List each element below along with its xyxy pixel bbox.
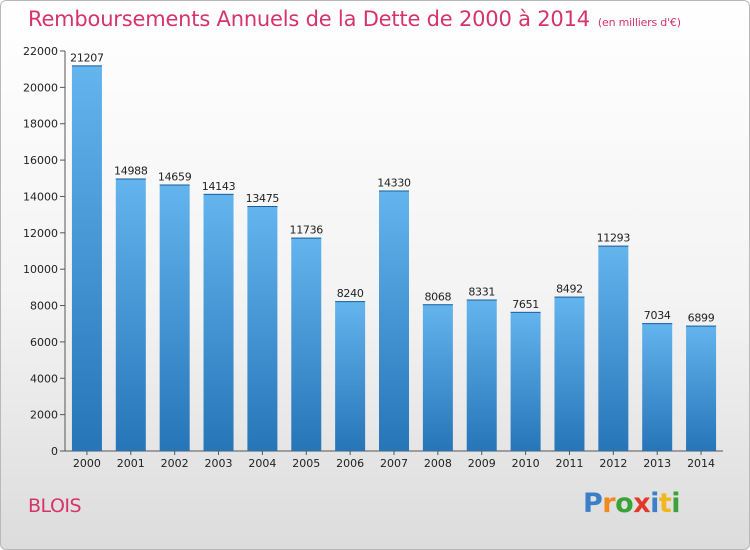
x-tick-label: 2009 (468, 457, 496, 470)
x-tick-label: 2002 (161, 457, 189, 470)
logo-letter: i (671, 488, 681, 519)
value-label: 6899 (688, 312, 715, 325)
value-label: 7034 (644, 309, 671, 322)
x-tick-label: 2011 (555, 457, 583, 470)
x-tick-label: 2008 (424, 457, 452, 470)
y-tick-label: 12000 (23, 227, 58, 240)
y-tick-label: 10000 (23, 263, 58, 276)
bar-2011 (554, 296, 585, 451)
y-tick-label: 8000 (30, 300, 58, 313)
y-tick-label: 0 (51, 445, 58, 458)
y-tick-label: 22000 (23, 45, 58, 58)
bar-2010 (510, 311, 541, 451)
bars (71, 65, 717, 452)
logo-letter: P (583, 488, 603, 519)
y-tick-label: 16000 (23, 154, 58, 167)
y-tick-label: 2000 (30, 409, 58, 422)
logo-letter: x (633, 488, 651, 519)
value-label: 8331 (468, 286, 495, 299)
title-text: Remboursements Annuels de la Dette de 20… (28, 7, 590, 31)
x-tick-label: 2004 (248, 457, 276, 470)
city-name: BLOIS (28, 495, 82, 517)
bar-2008 (422, 304, 453, 451)
bar-2002 (159, 184, 190, 452)
bar-2014 (686, 325, 717, 451)
bar-2003 (203, 193, 234, 451)
value-label: 8240 (337, 287, 364, 300)
x-tick-label: 2013 (643, 457, 671, 470)
bar-2004 (247, 206, 278, 451)
value-label: 8492 (556, 283, 583, 296)
chart-subtitle: (en milliers d'€) (597, 16, 681, 29)
value-label: 21207 (70, 51, 104, 64)
y-tick-label: 4000 (30, 372, 58, 385)
y-tick-label: 14000 (23, 190, 58, 203)
bar-2013 (642, 323, 673, 451)
x-tick-label: 2000 (73, 457, 101, 470)
proxiti-logo: Proxiti (583, 488, 681, 519)
value-label: 14988 (114, 164, 148, 177)
bar-2006 (335, 301, 366, 451)
x-tick-label: 2006 (336, 457, 364, 470)
bar-2012 (598, 245, 629, 451)
x-tick-label: 2007 (380, 457, 408, 470)
value-label: 7651 (512, 298, 539, 311)
y-tick-label: 18000 (23, 118, 58, 131)
logo-letter: o (615, 488, 634, 519)
chart-title: Remboursements Annuels de la Dette de 20… (28, 7, 681, 31)
value-labels: 21207 14988 14659 14143 13475 11736 8240 14330 8… (70, 51, 715, 324)
y-tick-label: 20000 (23, 81, 58, 94)
value-label: 14659 (158, 170, 192, 183)
bar-2009 (466, 299, 497, 451)
x-tick-label: 2010 (512, 457, 540, 470)
y-tick-label: 6000 (30, 336, 58, 349)
x-tick-label: 2005 (292, 457, 320, 470)
value-label: 11736 (290, 224, 324, 237)
logo-letter: i (650, 488, 659, 519)
bar-2007 (379, 190, 409, 452)
logo-letter: r (602, 488, 616, 519)
value-label: 13475 (246, 192, 280, 205)
value-label: 8068 (424, 290, 451, 303)
x-tick-label: 2003 (205, 457, 233, 470)
value-label: 11293 (597, 232, 631, 245)
x-tick-label: 2012 (599, 457, 627, 470)
bar-2005 (291, 237, 322, 451)
bar-2000 (71, 65, 102, 451)
y-axis: 0 2000 4000 6000 8000 10000 12000 14000 16000 180… (23, 45, 66, 458)
logo-letter: t (658, 488, 672, 519)
x-axis: 2000 2001 2002 2003 2004 2005 2006 2007 2008 2009… (65, 450, 723, 470)
x-tick-label: 2014 (687, 457, 715, 470)
value-label: 14330 (377, 176, 411, 189)
x-tick-label: 2001 (117, 457, 145, 470)
bar-2001 (115, 178, 146, 451)
value-label: 14143 (202, 180, 236, 193)
